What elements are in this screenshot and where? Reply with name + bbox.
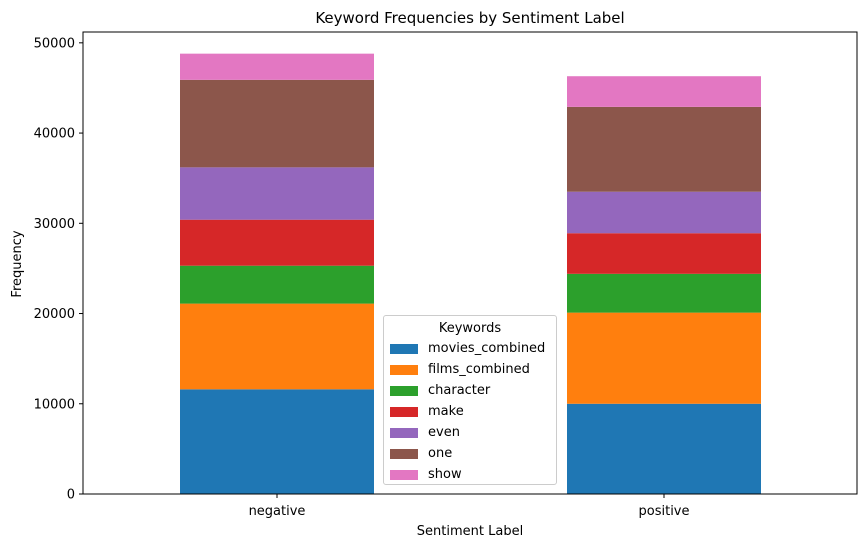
legend-label: even bbox=[428, 425, 460, 440]
legend-title: Keywords bbox=[438, 321, 502, 336]
y-tick-label: 10000 bbox=[34, 397, 75, 412]
y-tick-label: 0 bbox=[67, 488, 75, 503]
chart-title: Keyword Frequencies by Sentiment Label bbox=[315, 9, 624, 27]
bar-segment-even-positive bbox=[567, 191, 761, 234]
bar-segment-make-negative bbox=[180, 219, 374, 266]
legend-swatch bbox=[390, 343, 418, 354]
bar-segment-character-positive bbox=[567, 273, 761, 313]
legend-label: one bbox=[428, 446, 453, 461]
legend-swatch bbox=[390, 427, 418, 438]
legend-label: films_combined bbox=[428, 362, 530, 377]
legend-label: character bbox=[428, 383, 491, 398]
bar-segment-movies_combined-negative bbox=[180, 389, 374, 494]
legend-swatch bbox=[390, 448, 418, 459]
x-tick-label: negative bbox=[249, 504, 306, 519]
legend-items: movies_combined films_combined character ma… bbox=[384, 338, 556, 485]
legend-item-one: one bbox=[384, 443, 556, 464]
legend-label: make bbox=[428, 404, 464, 419]
bar-segment-one-positive bbox=[567, 106, 761, 192]
bar-segment-one-negative bbox=[180, 79, 374, 168]
legend-item-movies_combined: movies_combined bbox=[384, 338, 556, 359]
bar-segment-films_combined-positive bbox=[567, 312, 761, 404]
y-tick-label: 40000 bbox=[34, 127, 75, 142]
legend-label: show bbox=[428, 467, 462, 482]
legend-label: movies_combined bbox=[428, 341, 546, 356]
bar-segment-make-positive bbox=[567, 233, 761, 274]
legend-item-show: show bbox=[384, 464, 556, 485]
legend-item-films_combined: films_combined bbox=[384, 359, 556, 380]
bar-segment-even-negative bbox=[180, 167, 374, 220]
bar-segment-show-negative bbox=[180, 53, 374, 80]
y-tick-label: 30000 bbox=[34, 217, 75, 232]
legend-swatch bbox=[390, 364, 418, 375]
y-axis-label: Frequency bbox=[10, 230, 25, 297]
bar-segment-films_combined-negative bbox=[180, 303, 374, 390]
y-tick-label: 20000 bbox=[34, 307, 75, 322]
bar-segment-show-positive bbox=[567, 76, 761, 107]
axes-group: 0 10000 20000 30000 40000 50000 negative positi… bbox=[34, 31, 858, 519]
legend-swatch bbox=[390, 469, 418, 480]
legend-item-character: character bbox=[384, 380, 556, 401]
y-tick-label: 50000 bbox=[34, 36, 75, 51]
legend-item-even: even bbox=[384, 422, 556, 443]
plot-frame bbox=[82, 31, 858, 495]
legend-item-make: make bbox=[384, 401, 556, 422]
bar-segment-movies_combined-positive bbox=[567, 403, 761, 494]
legend-swatch bbox=[390, 385, 418, 396]
x-tick-label: positive bbox=[639, 504, 690, 519]
x-axis-label: Sentiment Label bbox=[417, 524, 523, 539]
bars-group bbox=[180, 53, 761, 494]
bar-segment-character-negative bbox=[180, 265, 374, 304]
legend-swatch bbox=[390, 406, 418, 417]
